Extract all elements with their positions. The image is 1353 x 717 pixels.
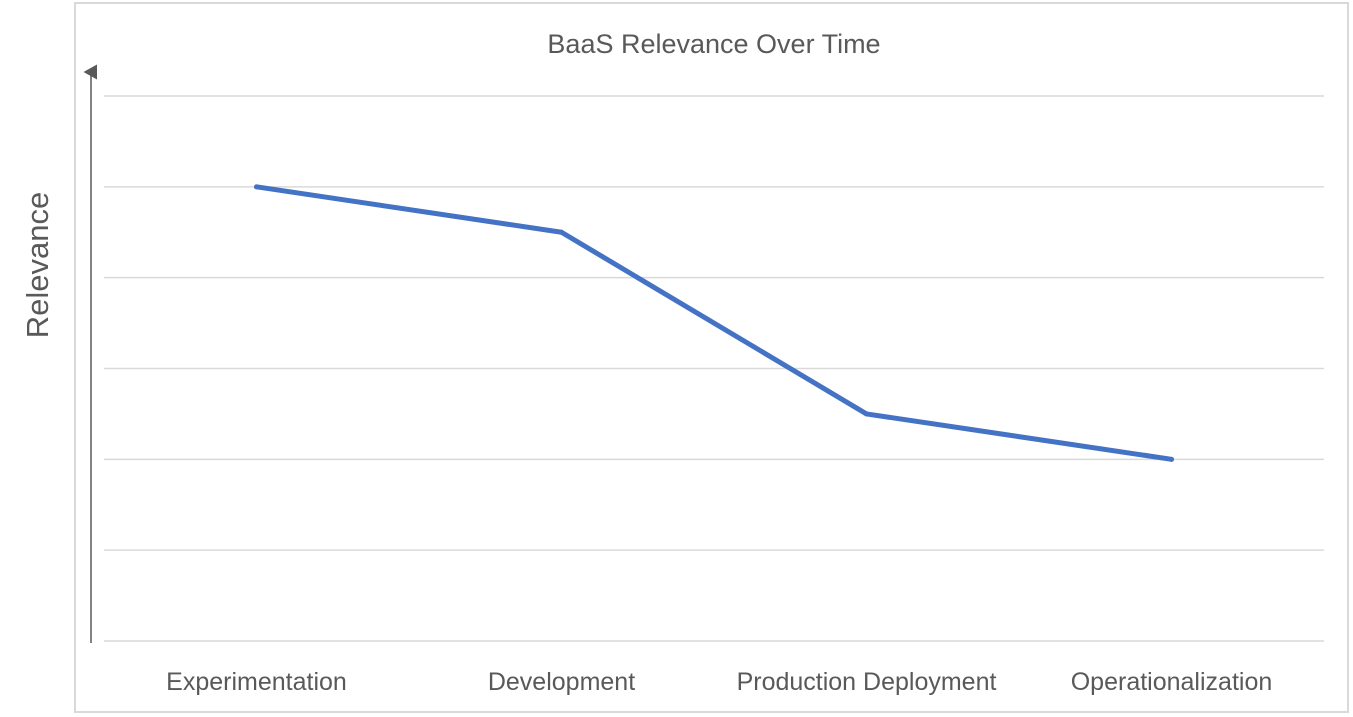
gridlines xyxy=(104,95,1324,642)
x-tick-label: Experimentation xyxy=(166,668,347,696)
series-line-0 xyxy=(254,184,1174,462)
chart-frame xyxy=(74,2,1349,713)
x-tick-label: Production Deployment xyxy=(737,668,997,696)
x-tick-label: Development xyxy=(488,668,635,696)
series-group xyxy=(254,184,1174,462)
x-tick-label: Operationalization xyxy=(1071,668,1273,696)
x-tick-labels: Experimentation Development Production Dep… xyxy=(166,668,1272,696)
data-point-3 xyxy=(1169,456,1174,462)
chart-title: BaaS Relevance Over Time xyxy=(547,29,880,59)
data-point-2 xyxy=(864,411,869,417)
data-point-1 xyxy=(559,229,564,235)
y-axis-label: Relevance xyxy=(20,192,55,338)
data-point-0 xyxy=(254,184,259,190)
